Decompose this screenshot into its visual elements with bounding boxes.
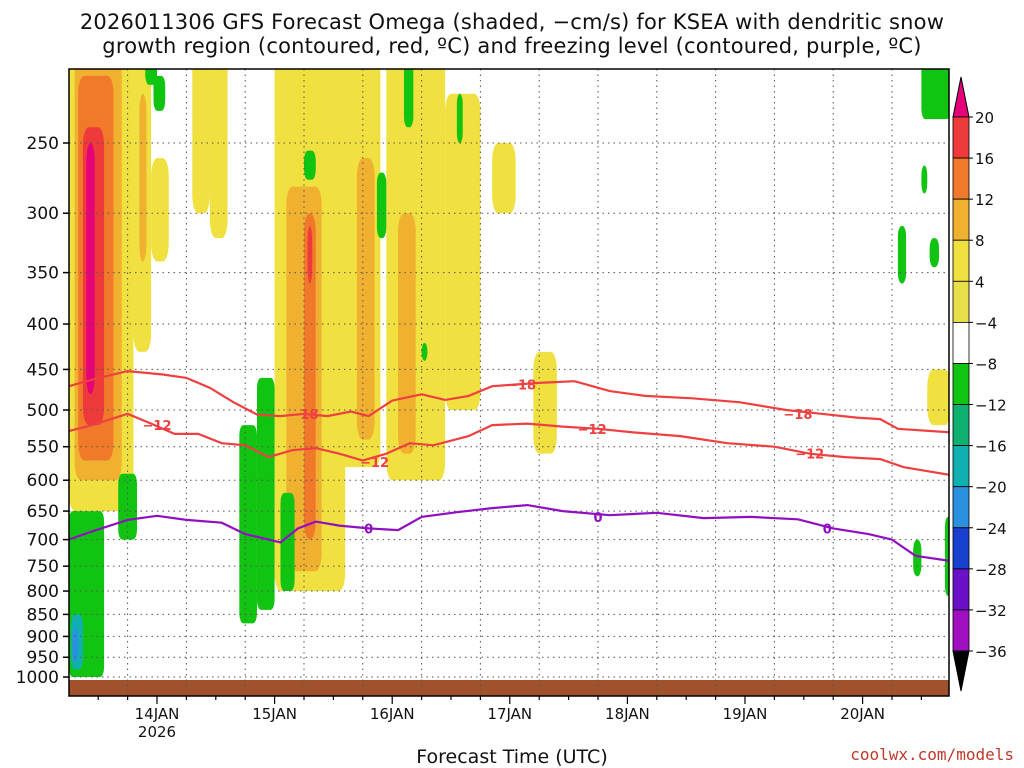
colorbar-swatch	[952, 404, 970, 447]
y-tick-label: 300	[27, 204, 59, 224]
colorbar-label: −28	[975, 561, 1007, 579]
colorbar-label: −32	[975, 602, 1007, 620]
colorbar-swatch	[952, 445, 970, 488]
contour-label: 0	[364, 522, 373, 537]
contour-label: −18	[783, 408, 812, 423]
y-tick-label: 550	[27, 438, 59, 458]
x-tick-label: 14JAN	[135, 705, 180, 723]
colorbar-label: 20	[975, 109, 994, 127]
y-tick-label: 1000	[16, 668, 59, 688]
colorbar-swatch	[952, 157, 970, 200]
y-tick-label: 250	[27, 134, 59, 154]
y-tick-label: 900	[27, 627, 59, 647]
colorbar-top-arrow	[952, 76, 970, 118]
y-tick-label: 350	[27, 264, 59, 284]
ground-strip	[69, 680, 949, 696]
colorbar-swatch	[952, 363, 970, 405]
colorbar-swatch	[952, 486, 970, 529]
contour-layer: −18 −18 −18 −12 −12 −12 −12 0 0 0	[69, 369, 949, 562]
contour-label: −12	[360, 456, 389, 471]
y-tick-label: 400	[27, 315, 59, 335]
y-tick-label: 850	[27, 605, 59, 625]
contour-label: 0	[593, 511, 602, 526]
contour-label: −18	[290, 408, 319, 423]
y-tick-label: 450	[27, 360, 59, 380]
contour-label: −12	[795, 448, 824, 463]
y-tick-labels: 2503003504004505005506006507007508008509…	[16, 134, 59, 688]
colorbar-bottom-arrow	[952, 650, 970, 692]
contour-label: −12	[143, 419, 172, 434]
y-tick-label: 600	[27, 471, 59, 491]
y-tick-label: 500	[27, 401, 59, 421]
x-tick-label: 20JAN	[840, 705, 885, 723]
y-tick-label: 750	[27, 557, 59, 577]
x-tick-label: 18JAN	[605, 705, 650, 723]
colorbar-label: 12	[975, 191, 994, 209]
colorbar-swatch	[952, 280, 970, 323]
colorbar-label: −24	[975, 520, 1007, 538]
contour-line	[69, 369, 949, 434]
y-tick-label: 700	[27, 531, 59, 551]
contour-line	[69, 503, 949, 562]
colorbar-swatch	[952, 527, 970, 570]
contour-line	[69, 412, 949, 476]
y-tick-label: 950	[27, 648, 59, 668]
chart-title-line1: 2026011306 GFS Forecast Omega (shaded, −…	[79, 10, 945, 34]
y-tick-label: 650	[27, 502, 59, 522]
x-tick-label: 15JAN	[252, 705, 297, 723]
colorbar-label: −20	[975, 479, 1007, 497]
colorbar-label: −8	[975, 355, 997, 373]
colorbar-swatch	[952, 609, 970, 652]
colorbar: 20 16 12 8 4 −4 −8 −12 −16 −20 −24 −28 −32 −36	[952, 76, 1007, 692]
x-tick-label: 16JAN	[370, 705, 415, 723]
y-tick-label: 800	[27, 582, 59, 602]
colorbar-label: −12	[975, 397, 1007, 415]
colorbar-swatch	[952, 116, 970, 159]
colorbar-label: −4	[975, 314, 997, 332]
chart-title-line2: growth region (contoured, red, ºC) and f…	[102, 34, 922, 58]
x-tick-label: 19JAN	[723, 705, 768, 723]
omega-shading-layer	[69, 69, 949, 696]
x-tick-sublabel: 2026	[138, 723, 176, 741]
contour-label: −12	[578, 423, 607, 438]
contour-label: 0	[823, 522, 832, 537]
x-axis-label: Forecast Time (UTC)	[416, 746, 608, 768]
colorbar-label: −16	[975, 438, 1007, 456]
colorbar-label: 16	[975, 150, 994, 168]
colorbar-label: −36	[975, 643, 1007, 661]
colorbar-swatch	[952, 198, 970, 241]
plot-frame	[68, 68, 950, 697]
colorbar-swatch	[952, 321, 970, 364]
x-tick-label: 17JAN	[487, 705, 532, 723]
colorbar-label: 4	[975, 273, 985, 291]
contour-label: −18	[507, 379, 536, 394]
colorbar-label: 8	[975, 232, 985, 250]
credit-text: coolwx.com/models	[850, 745, 1014, 764]
colorbar-swatch	[952, 239, 970, 282]
grid-lines	[63, 69, 949, 704]
colorbar-swatch	[952, 568, 970, 611]
